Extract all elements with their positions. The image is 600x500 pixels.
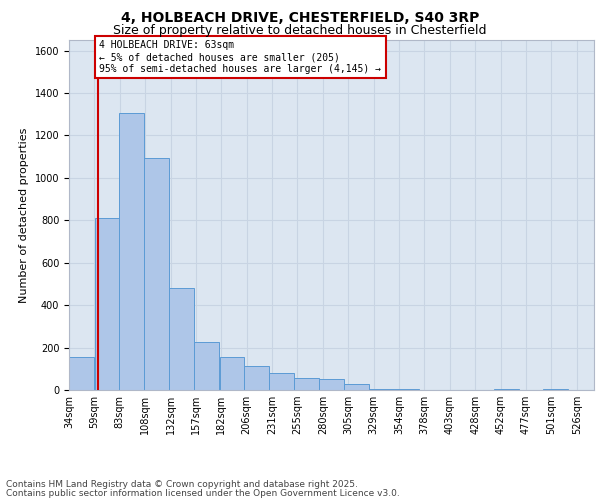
Bar	[269, 373, 294, 390]
Text: 4 HOLBEACH DRIVE: 63sqm
← 5% of detached houses are smaller (205)
95% of semi-de: 4 HOLBEACH DRIVE: 63sqm ← 5% of detached…	[100, 40, 382, 74]
Text: Size of property relative to detached houses in Chesterfield: Size of property relative to detached ho…	[113, 24, 487, 37]
Bar	[544, 389, 568, 390]
Bar	[369, 389, 394, 390]
Bar	[119, 113, 144, 390]
Bar	[194, 342, 219, 390]
Bar	[319, 380, 344, 390]
Bar	[145, 158, 169, 390]
Bar	[244, 366, 269, 390]
Bar	[494, 389, 518, 390]
Bar	[344, 384, 370, 390]
Bar	[95, 218, 119, 390]
Bar	[220, 357, 244, 390]
Text: Contains public sector information licensed under the Open Government Licence v3: Contains public sector information licen…	[6, 489, 400, 498]
Bar	[169, 288, 194, 390]
Bar	[293, 378, 319, 390]
Y-axis label: Number of detached properties: Number of detached properties	[19, 128, 29, 302]
Bar	[394, 389, 419, 390]
Text: Contains HM Land Registry data © Crown copyright and database right 2025.: Contains HM Land Registry data © Crown c…	[6, 480, 358, 489]
Text: 4, HOLBEACH DRIVE, CHESTERFIELD, S40 3RP: 4, HOLBEACH DRIVE, CHESTERFIELD, S40 3RP	[121, 11, 479, 25]
Bar	[69, 357, 94, 390]
